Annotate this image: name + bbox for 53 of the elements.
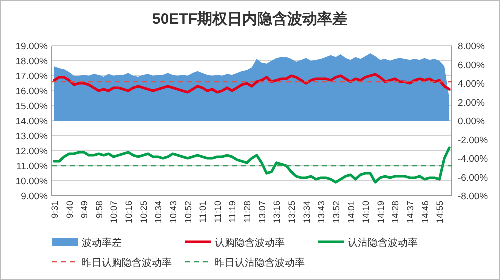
legend-label: 认沽隐含波动率 [348, 238, 418, 249]
xtick: 10:16 [124, 201, 134, 224]
xtick: 10:52 [183, 201, 194, 224]
y2tick: -4.00% [458, 154, 488, 165]
ytick: 15.00% [16, 102, 48, 112]
ytick: 19.00% [16, 42, 48, 52]
xtick: 13:43 [316, 201, 327, 224]
y2tick: 8.00% [458, 42, 485, 52]
xtick: 10:25 [138, 201, 149, 224]
ytick: 17.00% [16, 72, 48, 82]
ytick: 16.00% [16, 86, 48, 98]
ytick: 11.00% [16, 162, 48, 172]
legend-label: 昨日认沽隐含波动率 [215, 258, 305, 269]
xtick: 11:01 [198, 201, 208, 223]
xtick: 14:28 [390, 201, 401, 224]
xtick: 10:34 [154, 201, 164, 224]
y2tick: -2.00% [458, 135, 488, 146]
xtick: 14:01 [346, 201, 356, 224]
y2tick: 4.00% [458, 79, 485, 90]
xtick: 13:34 [302, 201, 312, 224]
legend-label: 认购隐含波动率 [215, 238, 285, 249]
legend-label: 波动率差 [82, 238, 122, 249]
xtick: 10:07 [109, 201, 120, 224]
y2tick: 0.00% [458, 116, 485, 128]
xtick: 9:31 [50, 201, 60, 219]
xtick: 13:07 [257, 201, 268, 224]
ytick: 13.00% [16, 132, 48, 142]
xtick: 13:25 [287, 201, 297, 224]
y2tick: 2.00% [458, 98, 485, 109]
y2tick: -6.00% [458, 172, 488, 184]
xtick: 14:37 [406, 201, 416, 224]
legend-label: 昨日认购隐含波动率 [82, 258, 172, 269]
ytick: 14.00% [16, 116, 48, 128]
xtick: 11:10 [212, 201, 223, 223]
xtick: 14:10 [361, 201, 372, 224]
xtick: 13:16 [272, 201, 282, 224]
ytick: 18.00% [16, 56, 48, 68]
xtick: 9:49 [80, 201, 90, 219]
xtick: 9:40 [64, 201, 75, 219]
xtick: 10:43 [168, 201, 178, 224]
y2tick: 6.00% [458, 60, 485, 72]
xtick: 14:19 [376, 201, 386, 224]
xtick: 9:58 [94, 201, 104, 219]
y2tick: -8.00% [458, 192, 488, 202]
xtick: 11:19 [228, 201, 238, 223]
title: 50ETF期权日内隐含波动率差 [152, 11, 348, 28]
xtick: 11:28 [242, 201, 253, 223]
ytick: 12.00% [16, 146, 48, 158]
ytick: 10.00% [16, 176, 48, 188]
xtick: 14:55 [435, 201, 446, 224]
xtick: 14:46 [420, 201, 430, 224]
ytick: 9.00% [21, 192, 48, 202]
xtick: 13:52 [331, 201, 342, 224]
